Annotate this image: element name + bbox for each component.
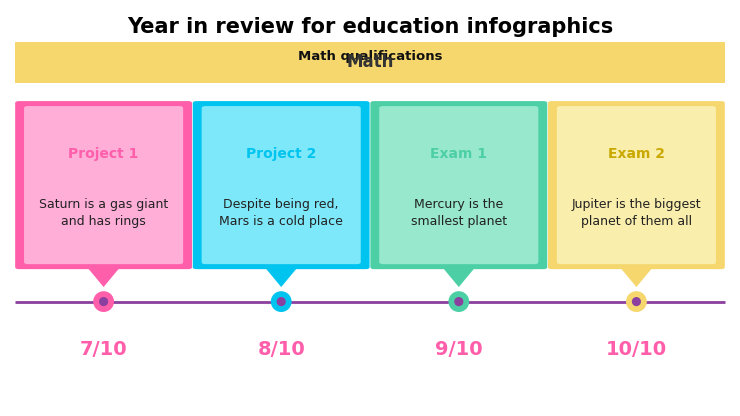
FancyBboxPatch shape bbox=[192, 101, 370, 269]
Ellipse shape bbox=[271, 291, 292, 312]
Ellipse shape bbox=[93, 291, 114, 312]
Text: 10/10: 10/10 bbox=[606, 340, 667, 359]
Text: Jupiter is the biggest
planet of them all: Jupiter is the biggest planet of them al… bbox=[571, 198, 702, 228]
FancyBboxPatch shape bbox=[370, 101, 547, 269]
Text: Project 1: Project 1 bbox=[68, 147, 139, 161]
Polygon shape bbox=[438, 262, 480, 287]
Ellipse shape bbox=[448, 291, 469, 312]
Text: Year in review for education infographics: Year in review for education infographic… bbox=[127, 17, 613, 37]
Text: Mercury is the
smallest planet: Mercury is the smallest planet bbox=[411, 198, 507, 228]
FancyBboxPatch shape bbox=[24, 106, 184, 264]
FancyBboxPatch shape bbox=[16, 101, 192, 269]
Text: Exam 2: Exam 2 bbox=[608, 147, 665, 161]
Text: Math: Math bbox=[346, 53, 394, 72]
Ellipse shape bbox=[626, 291, 647, 312]
Text: 7/10: 7/10 bbox=[80, 340, 127, 359]
Bar bbox=[15, 42, 725, 83]
FancyBboxPatch shape bbox=[379, 106, 538, 264]
FancyBboxPatch shape bbox=[556, 106, 716, 264]
Text: Saturn is a gas giant
and has rings: Saturn is a gas giant and has rings bbox=[39, 198, 168, 228]
Text: Project 2: Project 2 bbox=[246, 147, 317, 161]
Text: Exam 1: Exam 1 bbox=[430, 147, 488, 161]
Text: 9/10: 9/10 bbox=[435, 340, 482, 359]
Polygon shape bbox=[83, 262, 124, 287]
Text: 8/10: 8/10 bbox=[258, 340, 305, 359]
FancyBboxPatch shape bbox=[548, 101, 724, 269]
Text: Despite being red,
Mars is a cold place: Despite being red, Mars is a cold place bbox=[219, 198, 343, 228]
FancyBboxPatch shape bbox=[201, 106, 361, 264]
Ellipse shape bbox=[277, 297, 286, 306]
Ellipse shape bbox=[632, 297, 641, 306]
Text: Math qualifications: Math qualifications bbox=[297, 50, 443, 63]
Ellipse shape bbox=[454, 297, 463, 306]
Ellipse shape bbox=[99, 297, 108, 306]
Polygon shape bbox=[260, 262, 302, 287]
Polygon shape bbox=[616, 262, 657, 287]
